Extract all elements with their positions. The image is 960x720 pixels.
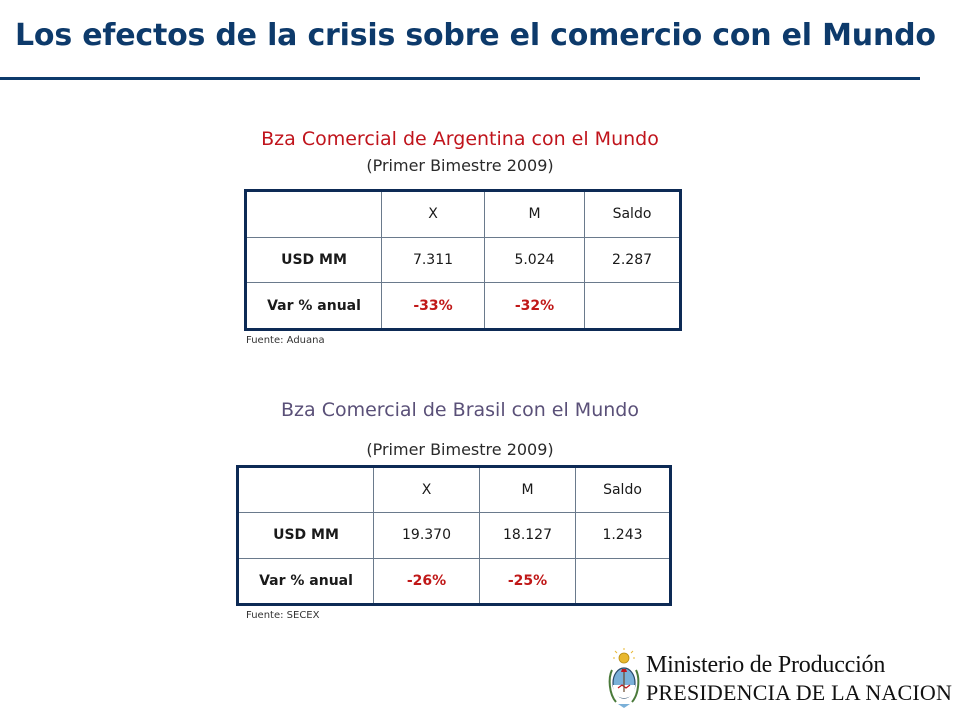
cell-saldo: 2.287 [584,236,681,284]
table-row: Var % anual -33% -32% [245,282,681,330]
brasil-trade-table: X M Saldo USD MM 19.370 18.127 1.243 Var… [236,465,672,606]
cell-saldo [575,557,671,606]
cell-m: -32% [484,282,585,330]
row-label: Var % anual [237,557,374,606]
brasil-subheading: (Primer Bimestre 2009) [366,440,554,459]
ministry-logo: Ministerio de Producción PRESIDENCIA DE … [606,648,953,710]
header-cell-m: M [484,190,585,238]
cell-saldo: 1.243 [575,512,671,559]
table-row: USD MM 19.370 18.127 1.243 [237,512,671,559]
cell-m: -25% [479,557,576,606]
header-cell-x: X [381,190,485,238]
cell-m: 18.127 [479,512,576,559]
cell-x: -26% [373,557,480,606]
argentina-subheading: (Primer Bimestre 2009) [366,156,554,175]
argentina-coat-of-arms-icon [608,648,640,708]
title-divider [0,77,920,80]
table-row: USD MM 7.311 5.024 2.287 [245,236,681,284]
brasil-heading: Bza Comercial de Brasil con el Mundo [281,399,639,421]
argentina-heading: Bza Comercial de Argentina con el Mundo [261,128,659,150]
argentina-source: Fuente: Aduana [246,335,325,346]
table-header-row: X M Saldo [245,190,681,238]
row-label: Var % anual [245,282,382,330]
argentina-trade-table: X M Saldo USD MM 7.311 5.024 2.287 Var %… [244,189,682,331]
ministry-name: Ministerio de Producción [646,652,886,678]
page-title: Los efectos de la crisis sobre el comerc… [15,18,936,53]
header-cell-saldo: Saldo [575,465,671,514]
cell-x: 19.370 [373,512,480,559]
cell-x: 7.311 [381,236,485,284]
row-label: USD MM [237,512,374,559]
table-header-row: X M Saldo [237,465,671,514]
brasil-source: Fuente: SECEX [246,610,320,621]
cell-x: -33% [381,282,485,330]
table-row: Var % anual -26% -25% [237,557,671,606]
cell-saldo [584,282,681,330]
header-cell-x: X [373,465,480,514]
row-label: USD MM [245,236,382,284]
header-cell-empty [237,465,374,514]
header-cell-saldo: Saldo [584,190,681,238]
presidency-name: PRESIDENCIA DE LA NACION [646,680,953,705]
header-cell-empty [245,190,382,238]
header-cell-m: M [479,465,576,514]
cell-m: 5.024 [484,236,585,284]
